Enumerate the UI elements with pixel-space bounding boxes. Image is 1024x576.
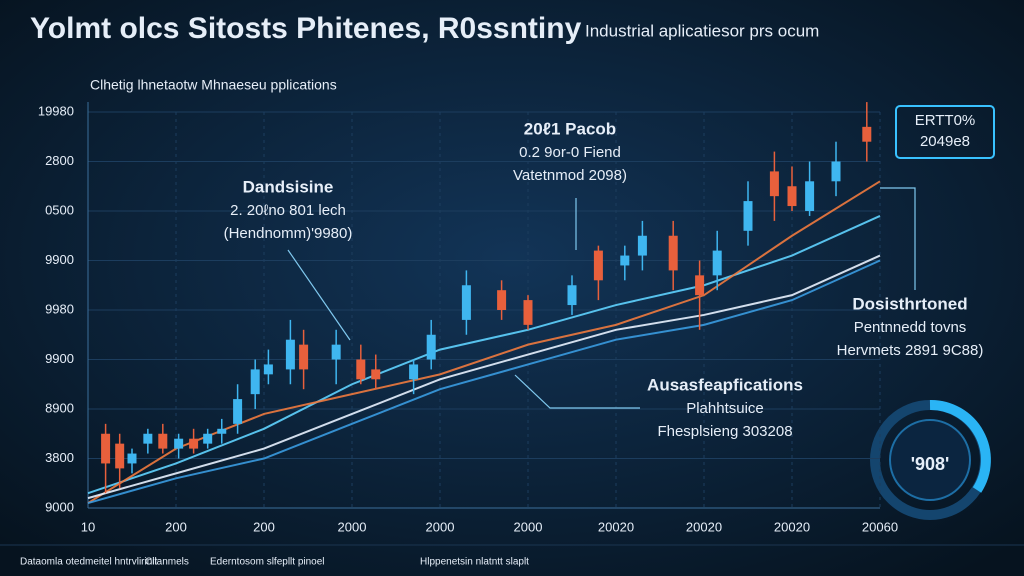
candle-body (523, 300, 533, 325)
candle-body (189, 438, 199, 449)
candle-body (743, 201, 753, 231)
annotation-text: Pentnnedd tovns (854, 319, 967, 336)
candle-body (593, 250, 603, 281)
annotation-leader (514, 374, 640, 409)
footer-text: Ederntosom slfepllt pinoel (210, 557, 325, 568)
candle-body (115, 443, 125, 469)
x-tick-label: 20020 (774, 519, 810, 534)
candle-body (637, 235, 647, 256)
footer-text: Dataomla otedmeitel hntrvlirinlt (20, 557, 158, 568)
annotation-text: Vatetnmod 2098) (513, 167, 627, 184)
gauge: '908' (870, 399, 991, 520)
candle-body (299, 344, 309, 370)
candle-body (174, 438, 184, 449)
gauge-arc (929, 399, 991, 493)
annotation-text: Fhesplsieng 303208 (657, 423, 792, 440)
candle-body (356, 359, 366, 380)
annotation-leader (287, 249, 351, 341)
y-tick-label: 2800 (45, 153, 74, 168)
candle-body (426, 334, 436, 360)
annotation-leader (880, 187, 916, 290)
candle-body (567, 285, 577, 306)
badge-line: 2049e8 (920, 133, 970, 150)
y-tick-label: 9900 (45, 252, 74, 267)
candle-body (862, 126, 872, 142)
annotation-text: (Hendnomm)'9980) (224, 225, 353, 242)
chart-subtitle: Industrial aplicatiesor prs ocum (585, 21, 819, 40)
x-tick-label: 20020 (598, 519, 634, 534)
trend-line (87, 254, 881, 500)
x-tick-label: 10 (81, 519, 95, 534)
candle-body (203, 433, 213, 444)
panel-label: Clhetig lhnetaotw Mhnaeseu pplications (90, 77, 337, 93)
candle-body (217, 428, 227, 434)
y-tick-label: 8900 (45, 400, 74, 415)
annotation-text: Plahhtsuice (686, 400, 764, 417)
x-tick-label: 20060 (862, 519, 898, 534)
badge-box (895, 105, 995, 159)
annotation-title: 20ℓ1 Pacob (524, 119, 616, 138)
x-tick-label: 2000 (514, 519, 543, 534)
y-tick-label: 9980 (45, 301, 74, 316)
y-tick-label: 9900 (45, 351, 74, 366)
candle-body (668, 235, 678, 271)
candle-body (371, 369, 381, 380)
candle-body (127, 453, 137, 464)
annotation-title: Dosisthrtoned (852, 294, 967, 313)
x-tick-label: 2000 (338, 519, 367, 534)
candle-body (695, 275, 705, 296)
candle-body (263, 364, 273, 375)
x-tick-label: 20020 (686, 519, 722, 534)
y-tick-label: 9000 (45, 499, 74, 514)
candle-body (620, 255, 630, 266)
x-tick-label: 200 (165, 519, 187, 534)
y-tick-label: 19980 (38, 103, 74, 118)
candle-body (831, 161, 841, 182)
candle-body (233, 399, 243, 424)
candle-body (805, 181, 815, 211)
candle-body (250, 369, 260, 395)
candle-body (497, 290, 507, 310)
candle-body (712, 250, 722, 276)
candle-body (285, 339, 295, 370)
candle-body (769, 171, 779, 197)
annotation-text: 0.2 9or-0 Fiend (519, 144, 621, 161)
x-tick-label: 200 (253, 519, 275, 534)
y-tick-label: 3800 (45, 450, 74, 465)
annotation-title: Ausasfeapfications (647, 375, 803, 394)
x-tick-label: 2000 (426, 519, 455, 534)
y-tick-label: 0500 (45, 202, 74, 217)
annotation-text: Hervmets 2891 9C88) (837, 342, 984, 359)
gauge-label: '908' (911, 454, 950, 474)
gauge-face (889, 419, 971, 501)
trend-line (87, 259, 881, 505)
candle-body (158, 433, 168, 449)
candle-body (787, 186, 797, 207)
candle-body (101, 433, 111, 464)
chart-title: Yolmt olcs Sitosts Phitenes, R0ssntiny (30, 12, 582, 45)
candle-body (143, 433, 153, 444)
footer-text: Hlppenetsin nlatntt slaplt (420, 557, 529, 568)
candle-body (461, 285, 471, 320)
footer-text: Cilanmels (145, 557, 189, 568)
trend-line (87, 215, 881, 495)
annotation-text: 2. 20ℓno 801 lech (230, 202, 346, 219)
candle-body (331, 344, 341, 360)
badge-line: ERTT0% (915, 112, 976, 129)
candle-body (409, 364, 419, 380)
annotation-title: Dandsisine (243, 177, 334, 196)
